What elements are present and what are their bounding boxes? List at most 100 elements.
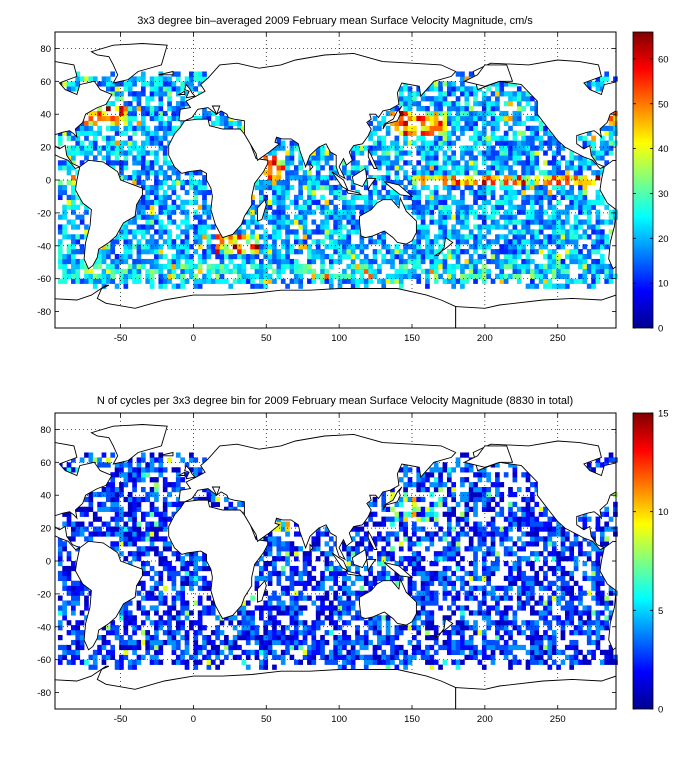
data-cell bbox=[504, 111, 509, 116]
data-cell bbox=[574, 239, 579, 244]
data-cell bbox=[167, 244, 172, 249]
data-cell bbox=[381, 284, 386, 289]
data-cell bbox=[338, 635, 343, 640]
data-cell bbox=[158, 136, 163, 141]
data-cell bbox=[180, 205, 185, 210]
data-cell bbox=[521, 131, 526, 136]
data-cell bbox=[464, 531, 469, 536]
data-cell bbox=[311, 200, 316, 205]
data-cell bbox=[207, 635, 212, 640]
data-cell bbox=[600, 526, 605, 531]
data-cell bbox=[62, 546, 67, 551]
data-cell bbox=[539, 185, 544, 190]
data-cell bbox=[429, 190, 434, 195]
data-cell bbox=[71, 210, 76, 215]
data-cell bbox=[604, 620, 609, 625]
data-cell bbox=[193, 195, 198, 200]
data-cell bbox=[193, 640, 198, 645]
data-cell bbox=[377, 136, 382, 141]
data-cell bbox=[207, 111, 212, 116]
data-cell bbox=[574, 640, 579, 645]
data-cell bbox=[548, 215, 553, 220]
data-cell bbox=[207, 660, 212, 665]
data-cell bbox=[180, 229, 185, 234]
data-cell bbox=[425, 655, 430, 660]
data-cell bbox=[80, 279, 85, 284]
data-cell bbox=[508, 195, 513, 200]
data-cell bbox=[443, 576, 448, 581]
data-cell bbox=[513, 274, 518, 279]
data-cell bbox=[325, 215, 330, 220]
data-cell bbox=[534, 635, 539, 640]
data-cell bbox=[75, 596, 80, 601]
data-cell bbox=[67, 591, 72, 596]
data-cell bbox=[137, 536, 142, 541]
data-cell bbox=[482, 190, 487, 195]
data-cell bbox=[425, 546, 430, 551]
data-cell bbox=[250, 615, 255, 620]
data-cell bbox=[150, 284, 155, 289]
data-cell bbox=[62, 229, 67, 234]
data-cell bbox=[294, 274, 299, 279]
data-cell bbox=[447, 645, 452, 650]
data-cell bbox=[451, 660, 456, 665]
data-cell bbox=[145, 596, 150, 601]
data-cell bbox=[115, 121, 120, 126]
data-cell bbox=[565, 254, 570, 259]
data-cell bbox=[193, 581, 198, 586]
data-cell bbox=[434, 185, 439, 190]
data-cell bbox=[71, 610, 76, 615]
data-cell bbox=[198, 279, 203, 284]
data-cell bbox=[123, 620, 128, 625]
data-cell bbox=[508, 605, 513, 610]
data-cell bbox=[246, 259, 251, 264]
data-cell bbox=[163, 121, 168, 126]
data-cell bbox=[460, 86, 465, 91]
data-cell bbox=[158, 96, 163, 101]
data-cell bbox=[167, 185, 172, 190]
data-cell bbox=[421, 185, 426, 190]
data-cell bbox=[596, 190, 601, 195]
data-cell bbox=[325, 541, 330, 546]
data-cell bbox=[569, 576, 574, 581]
data-cell bbox=[456, 605, 461, 610]
data-cell bbox=[451, 512, 456, 517]
data-cell bbox=[403, 625, 408, 630]
data-cell bbox=[499, 234, 504, 239]
data-cell bbox=[451, 131, 456, 136]
data-cell bbox=[429, 600, 434, 605]
data-cell bbox=[377, 620, 382, 625]
data-cell bbox=[193, 561, 198, 566]
data-cell bbox=[351, 165, 356, 170]
data-cell bbox=[154, 526, 159, 531]
data-cell bbox=[355, 630, 360, 635]
data-cell bbox=[456, 180, 461, 185]
data-cell bbox=[167, 640, 172, 645]
data-cell bbox=[285, 640, 290, 645]
data-cell bbox=[508, 635, 513, 640]
data-cell bbox=[281, 160, 286, 165]
data-cell bbox=[346, 264, 351, 269]
data-cell bbox=[578, 160, 583, 165]
data-cell bbox=[281, 244, 286, 249]
data-cell bbox=[373, 185, 378, 190]
data-cell bbox=[316, 249, 321, 254]
data-cell bbox=[478, 259, 483, 264]
data-cell bbox=[377, 536, 382, 541]
data-cell bbox=[285, 650, 290, 655]
data-cell bbox=[338, 571, 343, 576]
data-cell bbox=[215, 269, 220, 274]
data-cell bbox=[578, 274, 583, 279]
data-cell bbox=[582, 561, 587, 566]
data-cell bbox=[517, 205, 522, 210]
data-cell bbox=[425, 205, 430, 210]
data-cell bbox=[242, 269, 247, 274]
data-cell bbox=[473, 121, 478, 126]
data-cell bbox=[158, 249, 163, 254]
data-cell bbox=[464, 170, 469, 175]
data-cell bbox=[290, 279, 295, 284]
data-cell bbox=[565, 239, 570, 244]
data-cell bbox=[408, 512, 413, 517]
data-cell bbox=[504, 655, 509, 660]
data-cell bbox=[578, 254, 583, 259]
